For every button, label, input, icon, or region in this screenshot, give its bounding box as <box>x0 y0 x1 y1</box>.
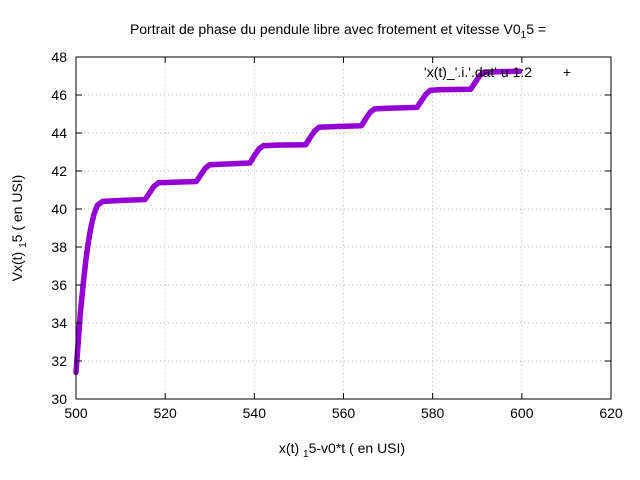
y-tick-label: 48 <box>51 49 67 65</box>
legend-label: 'x(t)_'.i.'.dat' u 1:2 <box>424 64 532 80</box>
data-point <box>88 223 94 229</box>
data-point <box>220 161 226 167</box>
data-point <box>327 124 333 129</box>
y-tick-label: 44 <box>51 125 67 141</box>
grid-layer <box>76 57 611 399</box>
data-point <box>261 143 266 148</box>
y-axis-label-tail: 5 ( en USI) <box>9 175 25 243</box>
data-point <box>439 87 444 92</box>
chart-title-main: Portrait de phase du pendule libre avec … <box>130 21 521 37</box>
y-axis-label-main: Vx(t) <box>9 248 25 281</box>
x-tick-label: 540 <box>243 405 267 421</box>
data-point <box>100 199 105 204</box>
x-axis-label: x(t) 15-v0*t ( en USI) <box>279 440 405 460</box>
y-tick-label: 34 <box>51 315 67 331</box>
data-layer <box>73 68 523 376</box>
data-point <box>312 128 317 134</box>
y-tick-label: 30 <box>51 391 67 407</box>
data-point <box>198 172 204 177</box>
series-trace <box>73 68 523 376</box>
data-point <box>472 80 478 85</box>
x-axis-label-main: x(t) <box>279 440 303 456</box>
x-axis-label-tail: 5-v0*t ( en USI) <box>309 440 405 456</box>
x-axis-label-subscript: 1 <box>303 449 309 460</box>
data-point <box>207 162 212 167</box>
x-tick-label: 600 <box>510 405 534 421</box>
tick-layer: 500 520 540 560 580 600 620 30 32 34 36 38 40 42 44 46 4… <box>51 49 622 421</box>
data-point <box>118 198 123 203</box>
data-point <box>423 91 429 97</box>
data-point <box>359 123 364 128</box>
y-axis-label-subscript: 1 <box>18 242 29 248</box>
data-point <box>368 109 373 115</box>
chart-title-subscript: 1 <box>521 30 527 41</box>
data-point <box>468 87 473 92</box>
data-point <box>477 73 482 79</box>
data-point <box>481 70 487 75</box>
data-point <box>428 88 433 93</box>
data-point <box>247 160 253 166</box>
data-point <box>303 142 308 147</box>
data-point <box>316 125 322 130</box>
data-point <box>414 105 420 110</box>
data-point <box>419 98 424 103</box>
data-point <box>151 184 157 189</box>
data-point <box>203 165 208 171</box>
y-tick-label: 32 <box>51 353 67 369</box>
y-tick-label: 38 <box>51 239 67 255</box>
data-point <box>252 153 257 158</box>
x-tick-label: 580 <box>421 405 445 421</box>
data-point <box>83 258 89 263</box>
data-point <box>76 339 81 345</box>
plot-frame <box>75 56 612 400</box>
data-point <box>497 69 502 74</box>
data-point <box>256 146 261 152</box>
data-point <box>142 197 148 202</box>
x-tick-label: 620 <box>599 405 623 421</box>
x-tick-label: 500 <box>64 405 88 421</box>
data-point <box>372 106 377 112</box>
data-point <box>156 180 161 185</box>
data-point <box>517 69 522 74</box>
y-axis-label: Vx(t) 15 ( en USI) <box>9 175 29 282</box>
data-point <box>86 239 91 244</box>
y-tick-label: 36 <box>51 277 67 293</box>
data-point <box>363 116 368 121</box>
data-point <box>78 309 83 314</box>
legend-marker: + <box>563 64 571 80</box>
y-tick-label: 42 <box>51 163 67 179</box>
data-point <box>274 142 279 148</box>
legend: 'x(t)_'.i.'.dat' u 1:2 + <box>424 64 571 80</box>
data-point <box>194 179 199 184</box>
data-point <box>95 203 100 208</box>
data-point <box>385 106 391 111</box>
chart-title-tail: 5 = <box>526 21 546 37</box>
x-tick-label: 560 <box>332 405 356 421</box>
y-tick-label: 46 <box>51 87 67 103</box>
chart-title: Portrait de phase du pendule libre avec … <box>130 21 546 41</box>
data-point <box>91 212 97 217</box>
data-point <box>307 135 313 140</box>
data-point <box>167 180 172 185</box>
data-point <box>147 190 152 196</box>
y-tick-label: 40 <box>51 201 67 217</box>
x-tick-label: 520 <box>153 405 177 421</box>
data-point <box>80 282 86 288</box>
